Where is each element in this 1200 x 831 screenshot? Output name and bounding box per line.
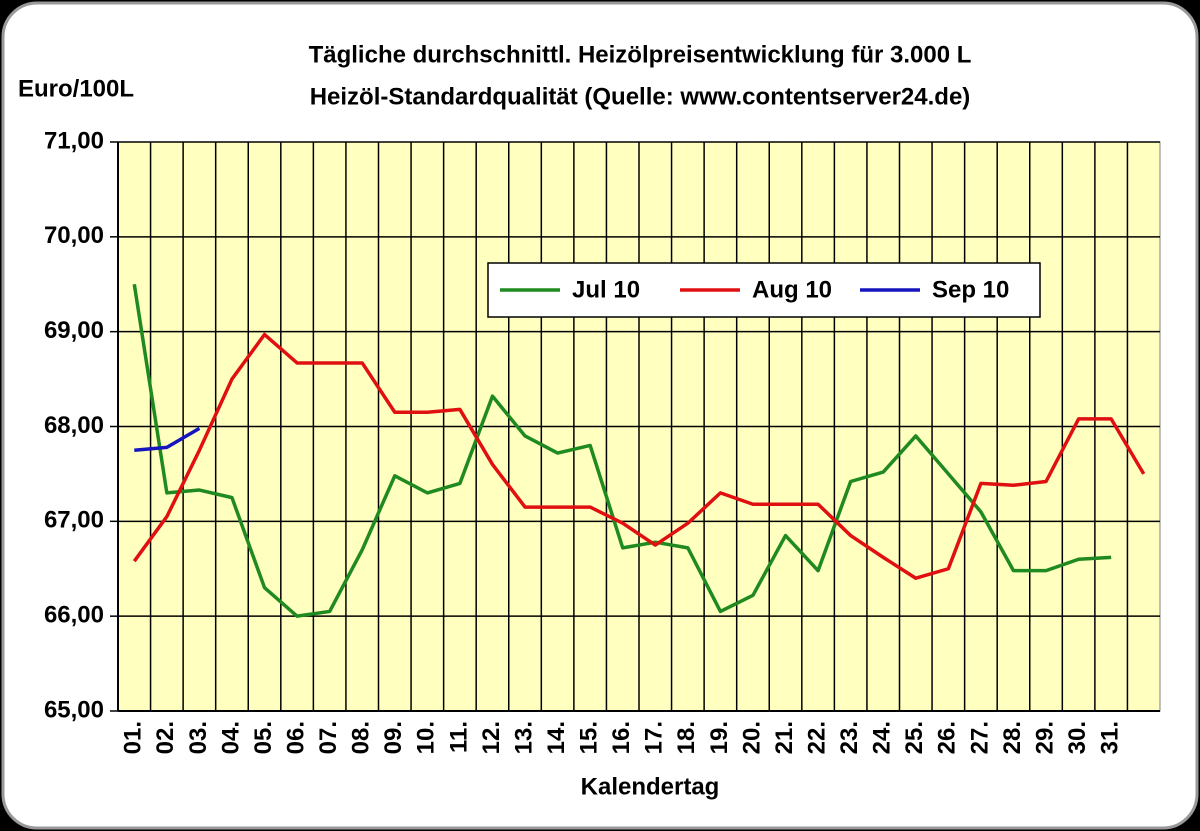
x-tick-label: 17. — [641, 721, 668, 754]
x-tick-label: 25. — [901, 721, 928, 754]
x-tick-label: 02. — [152, 721, 179, 754]
x-tick-label: 16. — [608, 721, 635, 754]
y-tick-label: 67,00 — [44, 507, 104, 534]
x-tick-label: 08. — [348, 721, 375, 754]
x-tick-label: 05. — [250, 721, 277, 754]
y-axis-label: Euro/100L — [18, 75, 134, 102]
legend: Jul 10 Aug 10 Sep 10 — [487, 262, 1041, 318]
legend-label: Jul 10 — [572, 276, 640, 303]
y-tick-label: 66,00 — [44, 602, 104, 629]
x-tick-label: 31. — [1097, 721, 1124, 754]
x-tick-label: 14. — [543, 721, 570, 754]
x-tick-label: 26. — [934, 721, 961, 754]
x-tick-label: 01. — [120, 721, 147, 754]
x-tick-label: 29. — [1031, 721, 1058, 754]
legend-label: Sep 10 — [932, 276, 1009, 303]
chart-subtitle: Heizöl-Standardqualität (Quelle: www.con… — [310, 83, 971, 110]
x-tick-label: 19. — [706, 721, 733, 754]
x-tick-label: 30. — [1064, 721, 1091, 754]
x-tick-label: 24. — [869, 721, 896, 754]
legend-label: Aug 10 — [752, 276, 832, 303]
series-line — [134, 426, 201, 452]
x-tick-label: 28. — [999, 721, 1026, 754]
x-tick-label: 11. — [445, 721, 472, 753]
x-tick-label: 04. — [217, 721, 244, 754]
x-tick-label: 12. — [478, 721, 505, 754]
x-tick-label: 10. — [413, 721, 440, 754]
x-tick-label: 03. — [185, 721, 212, 754]
x-tick-label: 13. — [510, 721, 537, 754]
series-line — [132, 283, 1112, 618]
x-tick-label: 27. — [966, 721, 993, 754]
x-tick-label: 18. — [673, 721, 700, 754]
series-line — [132, 332, 1146, 580]
x-tick-label: 06. — [282, 721, 309, 754]
x-tick-label: 15. — [576, 721, 603, 754]
y-tick-label: 68,00 — [44, 412, 104, 439]
x-tick-label: 21. — [771, 721, 798, 754]
chart-title: Tägliche durchschnittl. Heizölpreisentwi… — [309, 41, 972, 68]
y-tick-label: 71,00 — [44, 127, 104, 154]
legend-box — [487, 262, 1041, 318]
x-tick-label: 22. — [803, 721, 830, 754]
y-tick-label: 69,00 — [44, 317, 104, 344]
x-tick-label: 09. — [380, 721, 407, 754]
x-tick-label: 07. — [315, 721, 342, 754]
x-tick-label: 23. — [836, 721, 863, 754]
x-tick-label: 20. — [738, 721, 765, 754]
x-axis-label: Kalendertag — [581, 773, 720, 800]
y-tick-label: 65,00 — [44, 696, 104, 723]
y-tick-label: 70,00 — [44, 222, 104, 249]
